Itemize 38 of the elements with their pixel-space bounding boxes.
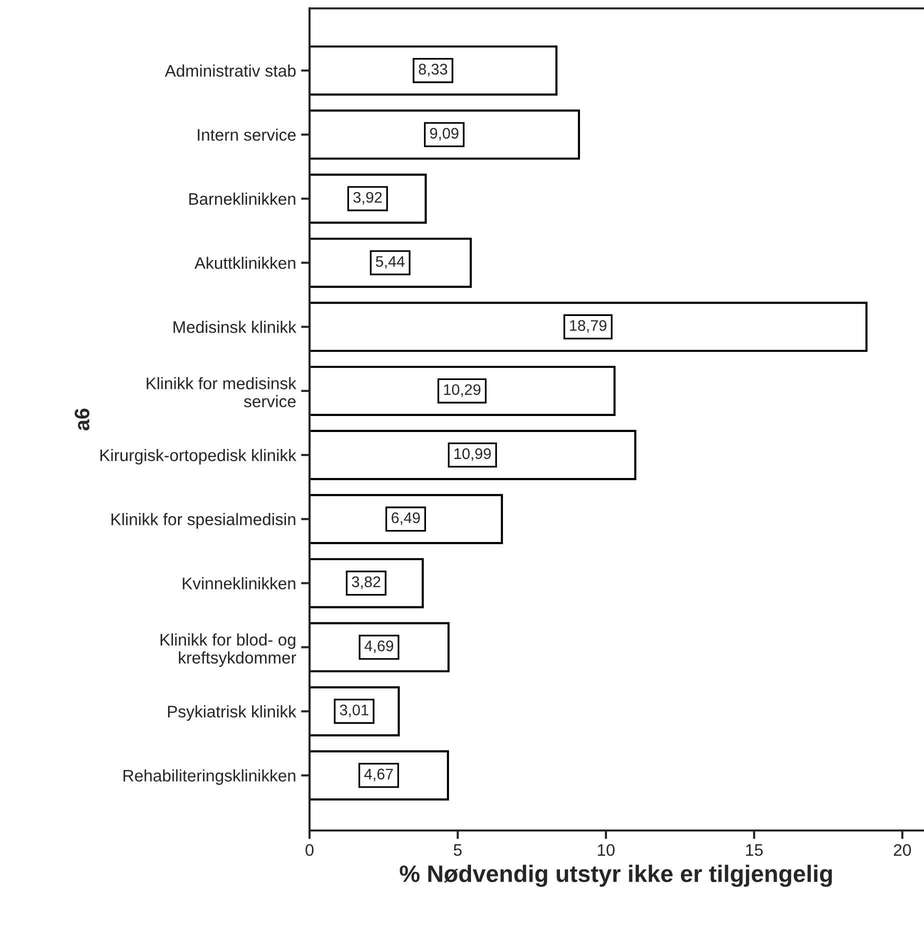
y-tick-label: Psykiatrisk klinikk [168,705,296,721]
y-axis-title: a6 [74,408,90,430]
y-tick-label: Kirurgisk-ortopedisk klinikk [100,448,296,464]
y-tick-label: Akuttklinikken [194,256,296,269]
x-tick-label: 0 [306,844,314,856]
data-label: 6,49 [392,512,420,525]
data-label: 9,09 [430,128,458,141]
x-tick-label: 20 [894,844,911,856]
bar [310,110,580,160]
data-label: 18,79 [570,320,606,333]
bar [310,494,503,544]
data-label: 8,33 [418,64,448,76]
data-label: 3,92 [353,192,382,205]
x-axis-title: % Nødvendig utstyr ikke er tilgjengelig [400,864,832,887]
data-label: 10,29 [444,384,480,397]
x-tick-label: 5 [454,844,462,856]
data-label: 4,69 [364,640,394,654]
data-label: 5,44 [376,256,405,269]
data-label: 3,82 [352,576,380,590]
y-tick-label: Barneklinikken [189,192,296,205]
y-tick-label: Administrativ stab [164,64,296,77]
bar [310,302,868,352]
y-tick-label: Klinikk for spesialmedisin [112,513,296,529]
x-tick-label: 15 [746,844,763,856]
y-tick-label: Rehabiliteringsklinikken [124,769,296,785]
bar [310,366,616,416]
data-label: 3,01 [340,704,368,718]
bar [310,45,558,96]
y-tick-label: Medisinsk klinikk [174,320,296,334]
y-tick-label: Intern service [198,128,296,141]
data-label: 4,67 [364,768,393,782]
data-label: 10,99 [454,448,491,461]
y-tick-label: Kvinneklinikken [182,577,296,590]
x-tick-label: 10 [598,844,615,856]
y-tick-label: Klinikk for medisinsk service [146,377,296,408]
bar [310,430,636,480]
y-tick-label: Klinikk for blod- og kreftsykdommer [160,633,296,667]
bar [310,238,472,288]
